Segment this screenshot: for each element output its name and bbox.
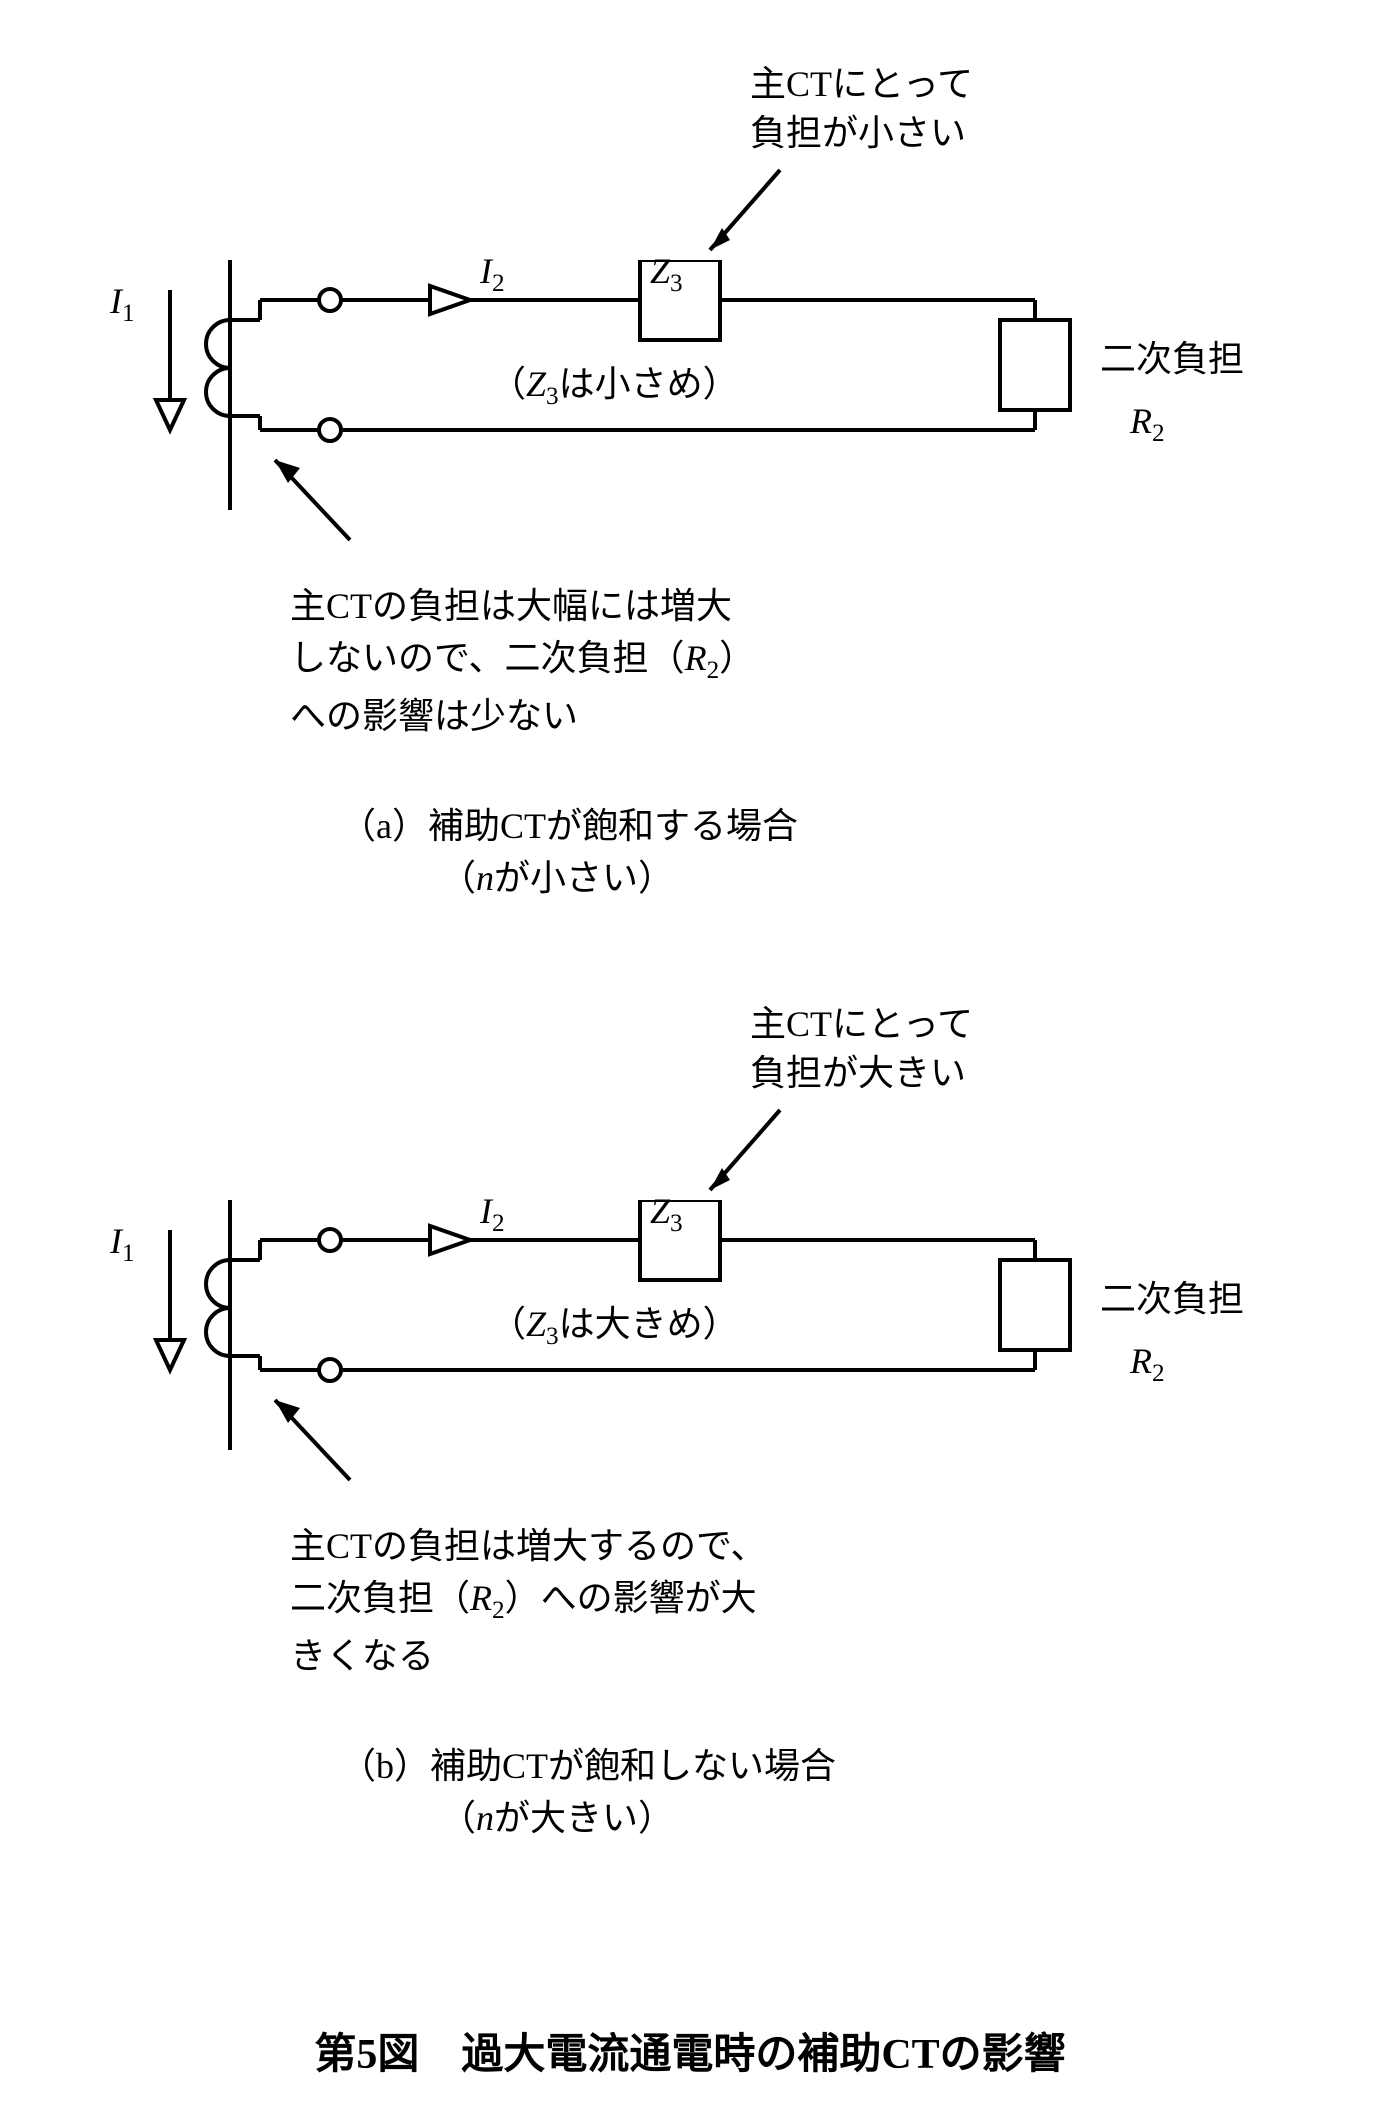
panel-a-top-note: 主CTにとって 負担が小さい (750, 60, 973, 157)
right-label-b: 二次負担 (1100, 1270, 1244, 1322)
panel-b-bottom-note: 主CTの負担は増大するので、 二次負担（R2）への影響が大 きくなる (290, 1520, 767, 1682)
figure-title: 第5図 過大電流通電時の補助CTの影響 (0, 2020, 1380, 2081)
i2-label-a: I2 (480, 250, 505, 298)
panel-a-top-arrow (690, 160, 810, 270)
panel-a-bottom-note: 主CTの負担は大幅には増大 しないので、二次負担（R2） への影響は少ない (290, 580, 755, 742)
top-note-line2: 負担が小さい (750, 113, 966, 153)
right-label-a: 二次負担 (1100, 330, 1244, 382)
r2-label-a: R2 (1130, 400, 1165, 448)
circuit-a-svg (0, 260, 1380, 580)
panel-a-caption: （a）補助CTが飽和する場合 （nが小さい） (340, 800, 798, 904)
i1-label-b: I1 (110, 1220, 135, 1268)
panel-b-top-arrow (690, 1100, 810, 1210)
r2-label-b: R2 (1130, 1340, 1165, 1388)
i2-label-b: I2 (480, 1190, 505, 1238)
panel-b-caption: （b）補助CTが飽和しない場合 （nが大きい） (340, 1740, 836, 1844)
panel-b-top-note: 主CTにとって 負担が大きい (750, 1000, 973, 1097)
z3-note-b: （Z3は大きめ） (490, 1295, 739, 1351)
z3-note-a: （Z3は小さめ） (490, 355, 739, 411)
z3-label-b: Z3 (650, 1190, 683, 1238)
z3-label-a: Z3 (650, 250, 683, 298)
i1-label-a: I1 (110, 280, 135, 328)
circuit-b-svg (0, 1200, 1380, 1520)
page: 主CTにとって 負担が小さい (0, 0, 1380, 2115)
top-note-line1: 主CTにとって (750, 64, 973, 104)
